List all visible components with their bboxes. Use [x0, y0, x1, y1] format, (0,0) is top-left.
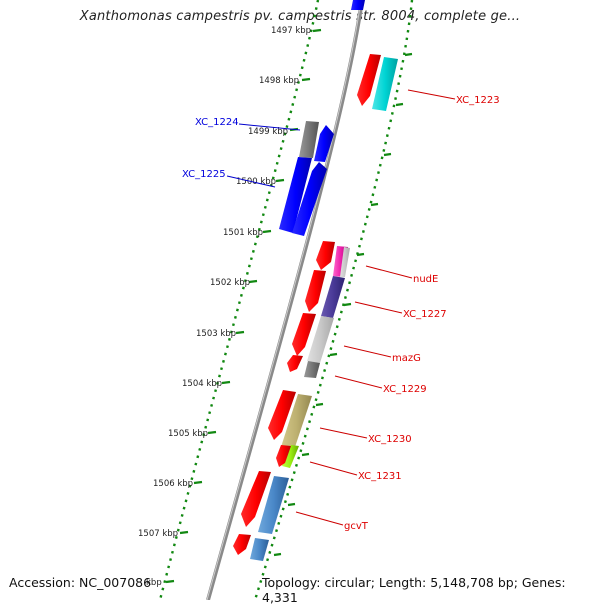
gene-xc1225-a[interactable]	[279, 157, 312, 233]
gene-xc1231[interactable]	[282, 445, 299, 468]
forward-genes	[279, 0, 365, 236]
gene-top-blue[interactable]	[351, 0, 365, 10]
scale-label-1502: 1502 kbp	[210, 278, 250, 288]
left-scale-track	[158, 0, 320, 600]
label-xc1227[interactable]: XC_1227	[403, 309, 447, 320]
gene-red-1230a[interactable]	[268, 390, 296, 440]
gene-red-mazg-a[interactable]	[292, 313, 316, 356]
scale-label-1503: 1503 kbp	[196, 329, 236, 339]
gene-red-1231a[interactable]	[276, 445, 291, 467]
genome-backbone-highlight	[206, 0, 362, 600]
gene-steel-bottom[interactable]	[250, 538, 269, 561]
gene-xc1227[interactable]	[321, 276, 345, 318]
label-mazg[interactable]: mazG	[392, 353, 421, 364]
label-xc1224[interactable]: XC_1224	[195, 117, 239, 128]
scale-label-1501: 1501 kbp	[223, 228, 263, 238]
gene-xc1225-b[interactable]	[292, 162, 327, 236]
label-xc1223[interactable]: XC_1223	[456, 95, 500, 106]
gene-red-bottom[interactable]	[233, 534, 251, 555]
gene-xc1229[interactable]	[304, 361, 320, 378]
label-xc1230[interactable]: XC_1230	[368, 434, 412, 445]
left-ticks	[165, 28, 322, 584]
label-xc1229[interactable]: XC_1229	[383, 384, 427, 395]
label-xc1231[interactable]: XC_1231	[358, 471, 402, 482]
scale-label-1499: 1499 kbp	[248, 127, 288, 137]
right-ticks	[273, 52, 413, 557]
gene-labels: XC_1224 XC_1225 XC_1223 nudE XC_1227 maz…	[182, 95, 500, 532]
gene-red-gcvt-a[interactable]	[241, 471, 271, 527]
scale-label-1504: 1504 kbp	[182, 379, 222, 389]
label-nude[interactable]: nudE	[413, 274, 438, 285]
label-xc1225[interactable]: XC_1225	[182, 169, 226, 180]
scale-label-1500: 1500 kbp	[236, 177, 276, 187]
map-title: Xanthomonas campestris pv. campestris st…	[79, 9, 521, 24]
scale-label-1497: 1497 kbp	[271, 26, 311, 36]
scale-label-1506: 1506 kbp	[153, 479, 193, 489]
gene-nude-ltgray[interactable]	[340, 247, 350, 277]
gene-red-1223a[interactable]	[357, 54, 381, 106]
gene-red-1226a[interactable]	[316, 241, 335, 270]
gene-red-mazg-b[interactable]	[287, 355, 303, 372]
gene-mazg[interactable]	[307, 316, 334, 363]
gene-xc1230[interactable]	[281, 394, 312, 450]
gene-xc1224-gray[interactable]	[299, 121, 319, 158]
scale-labels: 1497 kbp 1498 kbp 1499 kbp 1500 kbp 1501…	[138, 26, 311, 588]
topology-label: Topology: circular; Length: 5,148,708 bp…	[262, 575, 566, 605]
label-gcvt[interactable]: gcvT	[344, 521, 369, 532]
scale-label-1507: 1507 kbp	[138, 529, 178, 539]
reverse-genes	[233, 54, 398, 561]
accession-label: Accession: NC_007086	[9, 575, 152, 590]
gene-xc1224[interactable]	[314, 125, 334, 162]
scale-label-1498: 1498 kbp	[259, 76, 299, 86]
leader-lines	[226, 89, 456, 526]
scale-label-1508: kbp	[146, 578, 162, 588]
scale-label-1505: 1505 kbp	[168, 429, 208, 439]
gene-gcvt[interactable]	[258, 476, 289, 534]
gene-xc1223[interactable]	[372, 57, 398, 111]
genome-backbone	[206, 0, 364, 600]
gene-red-1227a[interactable]	[305, 270, 326, 312]
